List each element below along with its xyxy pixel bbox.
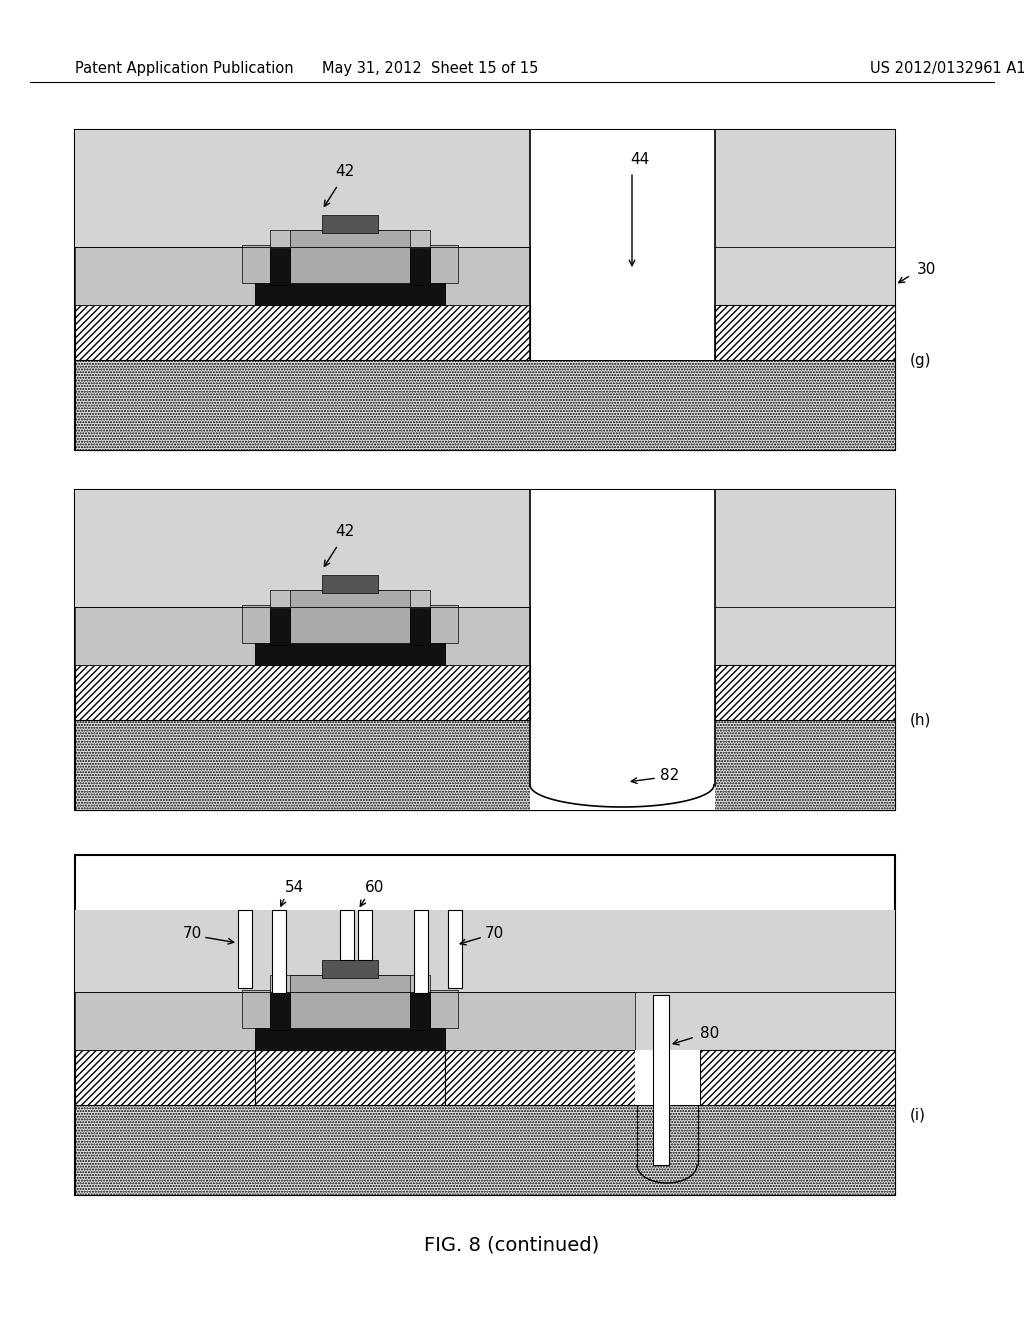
Bar [255, 1049, 445, 1105]
Bar [75, 129, 895, 450]
Bar [75, 855, 895, 1195]
Bar [75, 665, 530, 719]
Text: (i): (i) [910, 1107, 926, 1122]
Bar [410, 609, 430, 645]
Bar [530, 490, 715, 810]
Bar [653, 995, 669, 1166]
Text: US 2012/0132961 A1: US 2012/0132961 A1 [870, 61, 1024, 75]
Bar [270, 230, 430, 282]
Bar [75, 719, 895, 810]
Bar [270, 609, 290, 645]
Bar [445, 993, 635, 1049]
Bar [290, 590, 410, 645]
Bar [270, 993, 290, 1030]
Bar [75, 607, 255, 665]
Bar [449, 909, 462, 987]
Bar [445, 247, 530, 305]
Text: 82: 82 [660, 767, 680, 783]
Bar [414, 909, 428, 993]
Bar [358, 909, 372, 960]
Bar [715, 490, 895, 665]
Text: 60: 60 [366, 879, 385, 895]
Bar [242, 990, 270, 1028]
Text: 70: 70 [485, 925, 504, 940]
Bar [635, 1049, 700, 1105]
Bar [75, 360, 895, 450]
Bar [242, 246, 270, 282]
Text: 44: 44 [631, 153, 649, 168]
Bar [410, 248, 430, 285]
Text: Patent Application Publication: Patent Application Publication [75, 61, 294, 75]
Bar [255, 643, 445, 665]
Bar [75, 129, 530, 305]
Bar [75, 490, 895, 810]
Text: 42: 42 [336, 524, 354, 540]
Bar [75, 993, 255, 1049]
Bar [322, 576, 378, 593]
Bar [445, 607, 530, 665]
Text: FIG. 8 (continued): FIG. 8 (continued) [424, 1236, 600, 1254]
Bar [270, 590, 430, 643]
Bar [715, 129, 895, 305]
Bar [255, 1028, 445, 1049]
Bar [75, 1105, 895, 1195]
Bar [430, 605, 458, 643]
Bar [290, 230, 410, 285]
Bar [700, 1049, 895, 1105]
Bar [715, 665, 895, 719]
Text: 30: 30 [918, 263, 936, 277]
Bar [242, 605, 270, 643]
Text: 80: 80 [700, 1026, 719, 1040]
Text: 70: 70 [182, 925, 202, 940]
Bar [75, 1049, 255, 1105]
Bar [340, 909, 354, 960]
Bar [238, 909, 252, 987]
Bar [715, 305, 895, 360]
Text: (h): (h) [910, 713, 932, 727]
Text: 42: 42 [336, 165, 354, 180]
Bar [445, 1049, 635, 1105]
Bar [255, 282, 445, 305]
Bar [530, 129, 715, 360]
Bar [270, 248, 290, 285]
Bar [75, 909, 895, 1049]
Bar [75, 490, 530, 665]
Bar [322, 960, 378, 978]
Bar [75, 247, 255, 305]
Text: (g): (g) [910, 352, 932, 367]
Bar [290, 975, 410, 1030]
Text: May 31, 2012  Sheet 15 of 15: May 31, 2012 Sheet 15 of 15 [322, 61, 539, 75]
Text: 54: 54 [286, 879, 304, 895]
Bar [430, 990, 458, 1028]
Bar [410, 993, 430, 1030]
Bar [270, 975, 430, 1028]
Bar [322, 215, 378, 234]
Bar [75, 305, 530, 360]
Bar [272, 909, 286, 993]
Bar [430, 246, 458, 282]
